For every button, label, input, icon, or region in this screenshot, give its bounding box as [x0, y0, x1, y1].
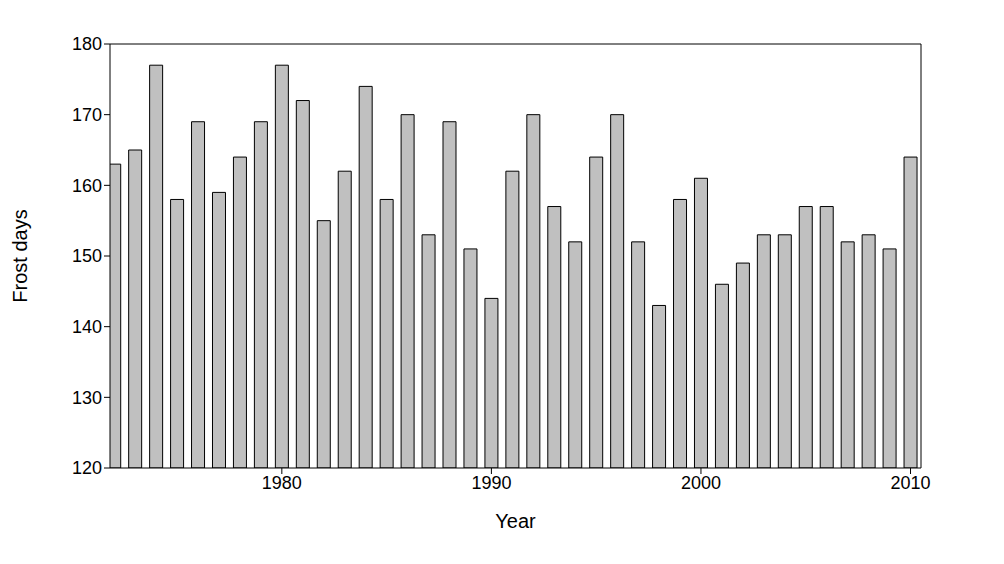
- svg-text:2000: 2000: [681, 473, 721, 493]
- svg-text:2010: 2010: [890, 473, 930, 493]
- svg-text:1980: 1980: [262, 473, 302, 493]
- svg-text:120: 120: [72, 458, 102, 478]
- svg-text:150: 150: [72, 246, 102, 266]
- svg-text:170: 170: [72, 105, 102, 125]
- svg-text:140: 140: [72, 317, 102, 337]
- svg-text:180: 180: [72, 34, 102, 54]
- svg-text:Frost days: Frost days: [9, 209, 31, 302]
- svg-text:1990: 1990: [471, 473, 511, 493]
- svg-text:Year: Year: [495, 510, 536, 532]
- svg-text:130: 130: [72, 388, 102, 408]
- svg-text:160: 160: [72, 176, 102, 196]
